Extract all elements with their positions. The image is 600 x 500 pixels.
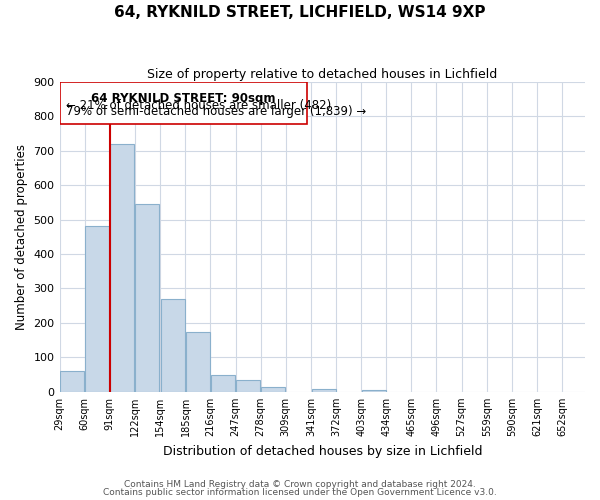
Bar xyxy=(236,380,260,392)
Bar xyxy=(85,226,109,392)
Bar xyxy=(161,299,185,392)
Bar xyxy=(60,371,84,392)
Bar xyxy=(135,204,160,392)
Text: Contains HM Land Registry data © Crown copyright and database right 2024.: Contains HM Land Registry data © Crown c… xyxy=(124,480,476,489)
Text: ← 21% of detached houses are smaller (482): ← 21% of detached houses are smaller (48… xyxy=(65,98,331,112)
Y-axis label: Number of detached properties: Number of detached properties xyxy=(15,144,28,330)
FancyBboxPatch shape xyxy=(61,82,307,124)
Bar xyxy=(261,386,285,392)
Bar xyxy=(311,390,336,392)
Text: 79% of semi-detached houses are larger (1,839) →: 79% of semi-detached houses are larger (… xyxy=(65,106,366,118)
Bar xyxy=(186,332,210,392)
Text: 64 RYKNILD STREET: 90sqm: 64 RYKNILD STREET: 90sqm xyxy=(91,92,275,106)
Bar xyxy=(211,376,235,392)
Text: 64, RYKNILD STREET, LICHFIELD, WS14 9XP: 64, RYKNILD STREET, LICHFIELD, WS14 9XP xyxy=(114,5,486,20)
Title: Size of property relative to detached houses in Lichfield: Size of property relative to detached ho… xyxy=(147,68,497,80)
Bar xyxy=(362,390,386,392)
Bar xyxy=(110,144,134,392)
X-axis label: Distribution of detached houses by size in Lichfield: Distribution of detached houses by size … xyxy=(163,444,482,458)
Text: Contains public sector information licensed under the Open Government Licence v3: Contains public sector information licen… xyxy=(103,488,497,497)
